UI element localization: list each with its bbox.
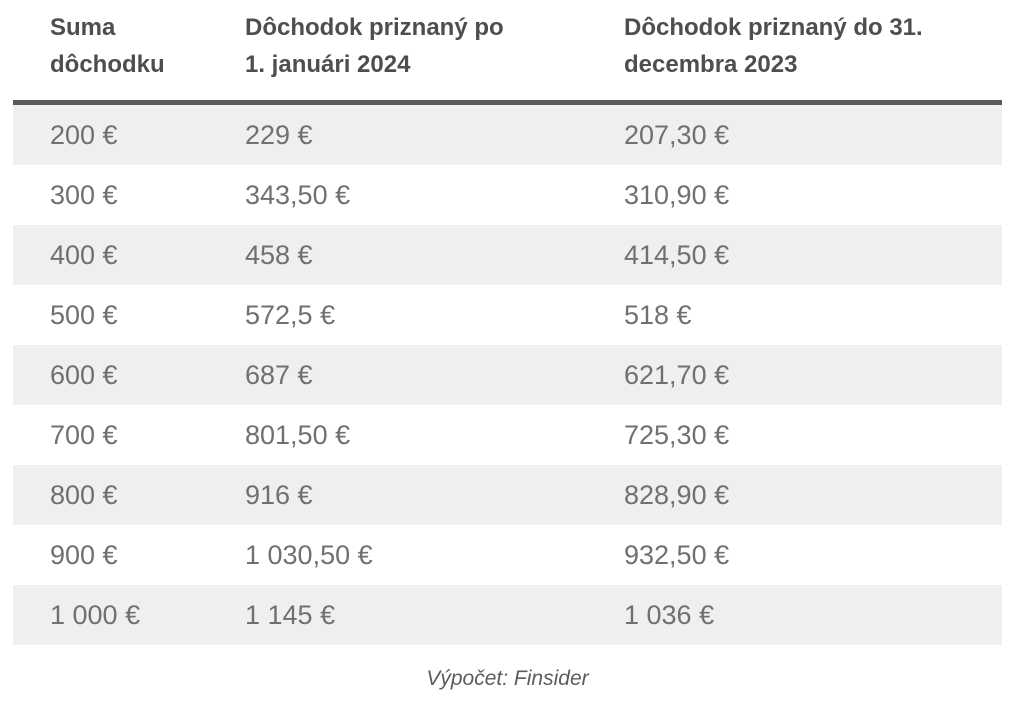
column-header: Dôchodok priznaný po 1. januári 2024 [245, 0, 624, 105]
table-header-row: Suma dôchodku Dôchodok priznaný po 1. jan… [13, 0, 1002, 105]
table-cell: 600 € [50, 359, 118, 390]
table-row: 400 € 458 € 414,50 € [13, 225, 1002, 285]
table-row: 200 € 229 € 207,30 € [13, 102, 1002, 165]
table-cell: 828,90 € [624, 479, 730, 510]
table-cell: 414,50 € [624, 239, 730, 270]
table-body: 200 € 229 € 207,30 € 300 € 343,50 € 310,90 € 4… [13, 102, 1002, 645]
table-cell: 207,30 € [624, 119, 730, 150]
table-cell: 800 € [50, 479, 118, 510]
column-header: Dôchodok priznaný do 31. decembra 2023 [624, 0, 1002, 105]
column-header: Suma dôchodku [13, 0, 245, 105]
table-cell: 916 € [245, 479, 313, 510]
table-cell: 1 036 € [624, 599, 715, 630]
table-cell: 900 € [50, 539, 118, 570]
table-cell: 518 € [624, 299, 692, 330]
table-cell: 500 € [50, 299, 118, 330]
table-row: 600 € 687 € 621,70 € [13, 345, 1002, 405]
table-cell: 1 145 € [245, 599, 336, 630]
table-cell: 229 € [245, 119, 313, 150]
table-row: 800 € 916 € 828,90 € [13, 465, 1002, 525]
table-cell: 400 € [50, 239, 118, 270]
column-header-label: Dôchodok priznaný po 1. januári 2024 [245, 14, 504, 78]
pension-table-container: Suma dôchodku Dôchodok priznaný po 1. jan… [13, 0, 1002, 690]
table-cell: 1 030,50 € [245, 539, 373, 570]
table-cell: 310,90 € [624, 179, 730, 210]
table-row: 900 € 1 030,50 € 932,50 € [13, 525, 1002, 585]
table-cell: 932,50 € [624, 539, 730, 570]
table-header: Suma dôchodku Dôchodok priznaný po 1. jan… [13, 0, 1002, 105]
column-header-label: Suma dôchodku [50, 14, 165, 78]
table-source-note: Výpočet: Finsider [426, 667, 589, 690]
table-row: 700 € 801,50 € 725,30 € [13, 405, 1002, 465]
table-cell: 458 € [245, 239, 313, 270]
table-row: 300 € 343,50 € 310,90 € [13, 165, 1002, 225]
table-cell: 687 € [245, 359, 313, 390]
table-cell: 572,5 € [245, 299, 336, 330]
table-cell: 725,30 € [624, 419, 730, 450]
table-row: 1 000 € 1 145 € 1 036 € [13, 585, 1002, 645]
table-cell: 621,70 € [624, 359, 730, 390]
pension-table: Suma dôchodku Dôchodok priznaný po 1. jan… [13, 0, 1002, 645]
table-cell: 200 € [50, 119, 118, 150]
column-header-label: Dôchodok priznaný do 31. decembra 2023 [624, 14, 923, 78]
table-row: 500 € 572,5 € 518 € [13, 285, 1002, 345]
table-cell: 343,50 € [245, 179, 351, 210]
table-cell: 300 € [50, 179, 118, 210]
table-cell: 1 000 € [50, 599, 141, 630]
table-cell: 700 € [50, 419, 118, 450]
table-cell: 801,50 € [245, 419, 351, 450]
